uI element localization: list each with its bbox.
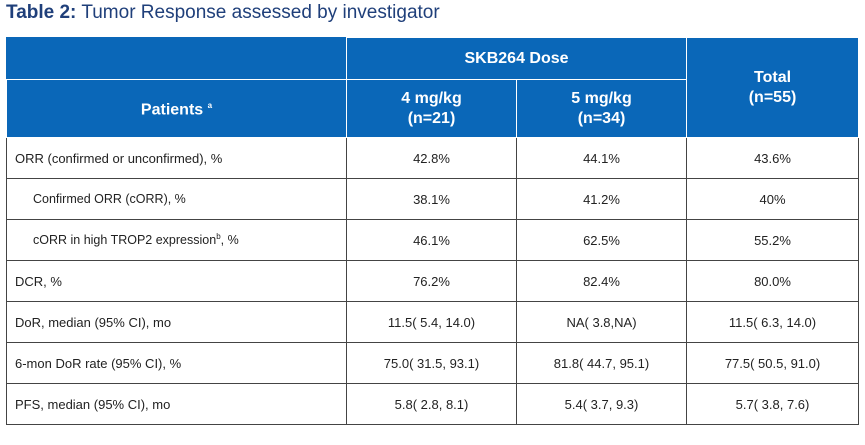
row-label: DCR, % (6, 260, 347, 302)
dose-5mg-n: (n=34) (577, 109, 626, 127)
row-label-cell: cORR in high TROP2 expressionb, % (6, 219, 347, 261)
total-header: Total (n=55) (686, 37, 860, 138)
cell-total: 55.2% (686, 219, 860, 261)
cell-5mg: 81.8( 44.7, 95.1) (515, 342, 688, 384)
header-blank-cell (6, 37, 347, 80)
row-label: 6-mon DoR rate (95% CI), % (6, 342, 347, 384)
dose-group-header: SKB264 Dose (345, 37, 688, 80)
total-label: Total (754, 68, 792, 86)
cell-5mg: 44.1% (515, 137, 688, 179)
cell-total: 40% (686, 178, 860, 220)
table-row: PFS, median (95% CI), mo 5.8( 2.8, 8.1) … (6, 383, 860, 425)
tumor-response-table: SKB264 Dose Total (n=55) Patients a 4 mg… (6, 37, 860, 425)
cell-4mg: 76.2% (346, 260, 517, 302)
cell-total: 11.5( 6.3, 14.0) (686, 301, 860, 343)
dose-4mg-n: (n=21) (407, 109, 456, 127)
cell-total: 43.6% (686, 137, 860, 179)
table-row: DCR, % 76.2% 82.4% 80.0% (6, 260, 860, 302)
row-label: PFS, median (95% CI), mo (6, 383, 347, 425)
cell-5mg: 82.4% (515, 260, 688, 302)
dose-4mg-label: 4 mg/kg (401, 89, 462, 107)
row-label: Confirmed ORR (cORR), % (6, 178, 347, 220)
row-label: cORR in high TROP2 expression (33, 233, 217, 248)
cell-4mg: 75.0( 31.5, 93.1) (346, 342, 517, 384)
patients-footnote-marker: a (207, 101, 213, 111)
table-row: Confirmed ORR (cORR), % 38.1% 41.2% 40% (6, 178, 860, 220)
cell-4mg: 11.5( 5.4, 14.0) (346, 301, 517, 343)
row-footnote-marker: b (216, 232, 221, 242)
table-caption: Tumor Response assessed by investigator (81, 2, 440, 23)
cell-total: 80.0% (686, 260, 860, 302)
table-row: cORR in high TROP2 expressionb, % 46.1% … (6, 219, 860, 261)
row-label-suffix: , % (220, 233, 239, 248)
table-row: DoR, median (95% CI), mo 11.5( 5.4, 14.0… (6, 301, 860, 343)
cell-5mg: 62.5% (515, 219, 688, 261)
cell-5mg: 41.2% (515, 178, 688, 220)
cell-total: 77.5( 50.5, 91.0) (686, 342, 860, 384)
cell-4mg: 5.8( 2.8, 8.1) (346, 383, 517, 425)
cell-4mg: 42.8% (346, 137, 517, 179)
row-label: ORR (confirmed or unconfirmed), % (6, 137, 347, 179)
cell-5mg: NA( 3.8,NA) (515, 301, 688, 343)
cell-total: 5.7( 3.8, 7.6) (686, 383, 860, 425)
table-row: 6-mon DoR rate (95% CI), % 75.0( 31.5, 9… (6, 342, 860, 384)
table-title: Table 2: Tumor Response assessed by inve… (6, 2, 440, 24)
cell-5mg: 5.4( 3.7, 9.3) (515, 383, 688, 425)
cell-4mg: 46.1% (346, 219, 517, 261)
patients-label: Patients (140, 101, 204, 119)
table-number: Table 2: (6, 2, 77, 23)
total-n: (n=55) (748, 88, 797, 106)
patients-header: Patients a (6, 79, 347, 138)
table-row: ORR (confirmed or unconfirmed), % 42.8% … (6, 137, 860, 179)
dose-5mg-header: 5 mg/kg (n=34) (515, 79, 688, 138)
dose-5mg-label: 5 mg/kg (571, 89, 632, 107)
row-label: DoR, median (95% CI), mo (6, 301, 347, 343)
cell-4mg: 38.1% (346, 178, 517, 220)
dose-4mg-header: 4 mg/kg (n=21) (346, 79, 517, 138)
